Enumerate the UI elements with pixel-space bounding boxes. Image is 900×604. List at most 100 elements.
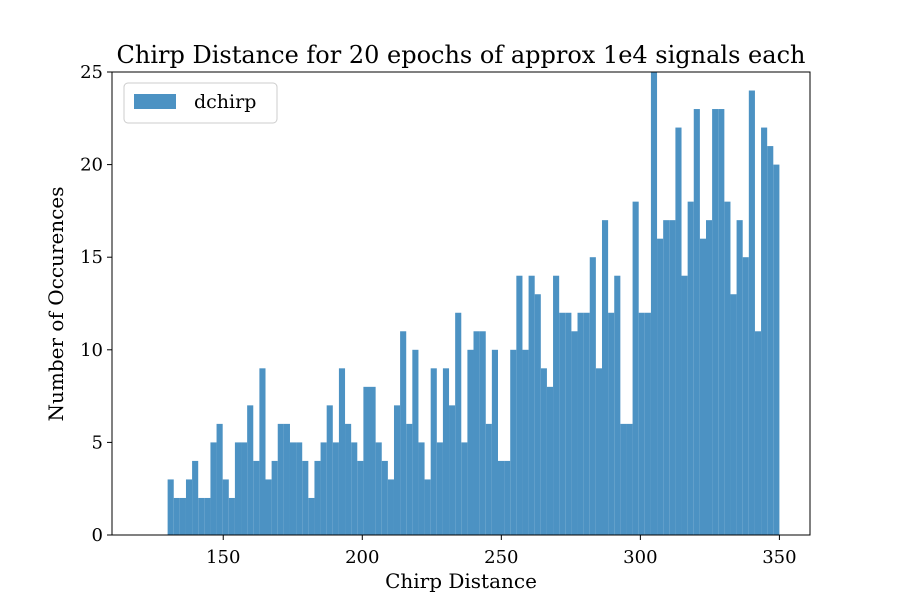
histogram-bar xyxy=(601,220,609,535)
histogram-bar xyxy=(491,349,498,535)
histogram-bar xyxy=(657,238,664,535)
histogram-bar xyxy=(381,460,388,535)
histogram-bar xyxy=(724,201,731,535)
histogram-bar xyxy=(338,368,346,535)
x-tick-label: 300 xyxy=(623,547,657,568)
histogram-bar xyxy=(497,460,505,535)
histogram-bar xyxy=(571,331,578,535)
histogram-bar xyxy=(608,312,615,535)
histogram-bar xyxy=(626,423,633,535)
histogram-bar xyxy=(534,294,541,535)
histogram-bar xyxy=(216,423,223,535)
histogram-bar xyxy=(718,109,725,535)
y-tick-label: 0 xyxy=(92,525,103,546)
histogram-bar xyxy=(302,460,309,535)
histogram-bar xyxy=(730,294,737,535)
histogram-bar xyxy=(192,460,199,535)
histogram-bar xyxy=(614,275,621,535)
bars-layer xyxy=(167,72,780,536)
histogram-bar xyxy=(271,460,278,535)
histogram-bar xyxy=(204,497,211,535)
histogram-bar xyxy=(559,312,566,535)
histogram-bar xyxy=(442,368,450,535)
histogram-bar xyxy=(424,479,431,535)
histogram-bar xyxy=(455,312,462,535)
legend-frame xyxy=(123,82,278,124)
histogram-bar xyxy=(577,312,584,535)
histogram-bar xyxy=(247,405,254,535)
histogram-bar xyxy=(253,460,260,535)
histogram-bar xyxy=(296,442,303,535)
histogram-bar xyxy=(565,312,572,535)
histogram-bar xyxy=(222,479,229,535)
y-tick-label: 25 xyxy=(80,62,103,83)
histogram-bar xyxy=(516,275,523,535)
histogram-bar xyxy=(687,201,694,535)
chart-title: Chirp Distance for 20 epochs of approx 1… xyxy=(117,41,806,69)
histogram-bar xyxy=(761,127,768,535)
histogram-bar xyxy=(467,349,474,535)
histogram-bar xyxy=(167,479,174,535)
histogram-bar xyxy=(638,312,645,535)
histogram-bar xyxy=(583,312,590,535)
histogram-bar xyxy=(773,164,780,535)
histogram-bar xyxy=(185,479,193,535)
histogram-bar xyxy=(283,423,290,535)
y-tick-label: 5 xyxy=(92,432,103,453)
histogram-bar xyxy=(418,442,425,535)
histogram-bar xyxy=(393,405,401,535)
histogram-bar xyxy=(406,423,413,535)
histogram-bar xyxy=(179,497,186,535)
histogram-bar xyxy=(767,146,774,535)
histogram-bar xyxy=(387,479,394,535)
histogram-bar xyxy=(748,90,755,536)
histogram-bar xyxy=(332,442,339,535)
histogram-bar xyxy=(699,238,706,535)
axes-layer: 150 200 250 300 350 0 5 10 15 20 25 xyxy=(80,62,811,568)
histogram-bar xyxy=(241,442,248,535)
histogram-bar xyxy=(436,442,443,535)
histogram-bar xyxy=(357,460,364,535)
histogram-bar xyxy=(540,368,547,535)
histogram-bar xyxy=(669,220,676,535)
x-tick-label: 200 xyxy=(345,547,379,568)
y-tick-label: 20 xyxy=(80,155,103,176)
histogram-bar xyxy=(650,72,658,535)
histogram-bar xyxy=(485,423,492,535)
histogram-bar xyxy=(528,275,535,535)
histogram-bar xyxy=(589,257,596,535)
histogram-bar xyxy=(234,442,242,535)
x-axis-label: Chirp Distance xyxy=(385,569,537,593)
x-tick-label: 250 xyxy=(484,547,518,568)
histogram-bar xyxy=(314,460,321,535)
histogram-bar xyxy=(198,497,205,535)
histogram-bar xyxy=(693,109,700,535)
x-tick-label: 350 xyxy=(762,547,796,568)
histogram-bar xyxy=(369,386,376,535)
plot-frame xyxy=(111,71,811,536)
histogram-bar xyxy=(412,349,419,535)
histogram-bar xyxy=(259,368,266,535)
y-axis-label: Number of Occurences xyxy=(44,187,68,422)
histogram-bar xyxy=(510,349,517,535)
histogram-bar xyxy=(375,442,382,535)
histogram-bar xyxy=(449,405,456,535)
histogram-bar xyxy=(228,497,235,535)
legend-swatch xyxy=(134,94,176,109)
histogram-bar xyxy=(712,109,719,535)
histogram-bar xyxy=(265,479,272,535)
histogram-bar xyxy=(430,368,437,535)
histogram-bar xyxy=(663,220,670,535)
histogram-bar xyxy=(479,331,486,535)
legend-label: dchirp xyxy=(194,91,256,113)
histogram-bar xyxy=(461,442,468,535)
histogram-bar xyxy=(553,275,560,535)
y-tick-label: 15 xyxy=(80,247,103,268)
histogram-bar xyxy=(504,460,511,535)
histogram-bar xyxy=(546,386,554,535)
histogram-bar xyxy=(289,442,297,535)
histogram-bar xyxy=(595,368,602,535)
histogram-bar xyxy=(308,497,315,535)
histogram-bar xyxy=(736,220,743,535)
